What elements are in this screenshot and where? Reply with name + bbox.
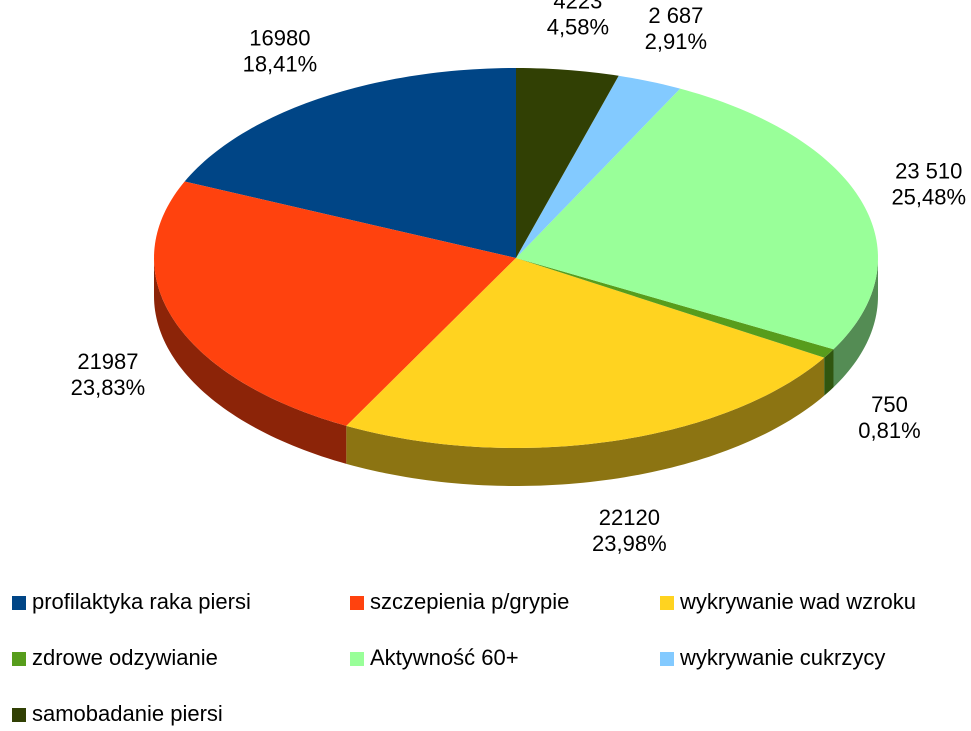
percent-label: 25,48% [891, 185, 966, 210]
legend-label: szczepienia p/grypie [370, 589, 569, 614]
slice [346, 258, 825, 448]
value-label: 2 687 [648, 3, 703, 28]
legend-swatch [660, 652, 674, 666]
legend-swatch [12, 652, 26, 666]
slice [516, 75, 681, 258]
value-label: 750 [871, 392, 908, 417]
legend-swatch [350, 596, 364, 610]
slice [516, 68, 619, 258]
slice [516, 258, 834, 358]
percent-label: 4,58% [547, 14, 609, 39]
slice-side [824, 349, 834, 396]
legend-label: Aktywność 60+ [370, 645, 519, 670]
legend-label: wykrywanie cukrzycy [679, 645, 885, 670]
slice-side [346, 357, 825, 486]
legend-label: zdrowe odzywianie [32, 645, 218, 670]
slice-side [154, 258, 347, 464]
slice [154, 181, 516, 426]
percent-label: 23,98% [592, 531, 667, 556]
value-label: 22120 [599, 505, 660, 530]
slice-side [833, 258, 878, 388]
percent-label: 23,83% [71, 375, 146, 400]
legend-swatch [12, 708, 26, 722]
legend-label: samobadanie piersi [32, 701, 223, 726]
value-label: 4223 [553, 0, 602, 13]
slice [516, 88, 878, 350]
percent-label: 0,81% [858, 418, 920, 443]
legend-swatch [12, 596, 26, 610]
legend-label: wykrywanie wad wzroku [679, 589, 916, 614]
percent-label: 18,41% [243, 52, 318, 77]
percent-label: 2,91% [645, 29, 707, 54]
slice [184, 68, 516, 258]
legend-label: profilaktyka raka piersi [32, 589, 251, 614]
legend-swatch [350, 652, 364, 666]
value-label: 16980 [249, 26, 310, 51]
value-label: 23 510 [895, 159, 962, 184]
value-label: 21987 [77, 349, 138, 374]
legend-swatch [660, 596, 674, 610]
